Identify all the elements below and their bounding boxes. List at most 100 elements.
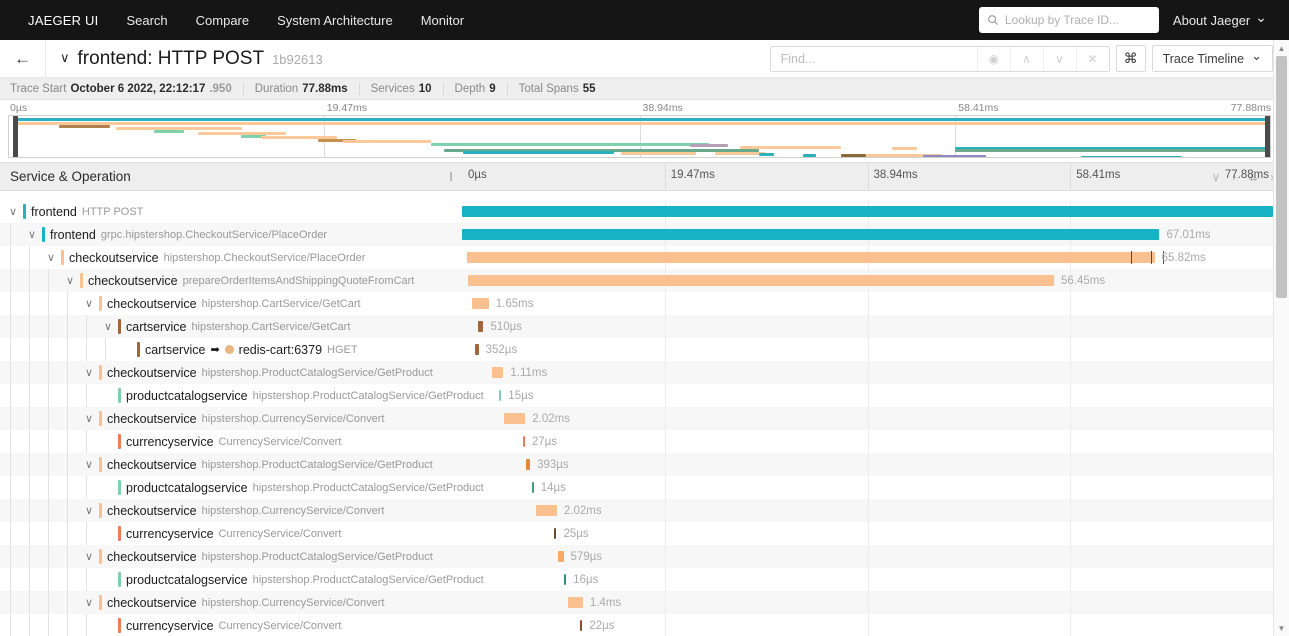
span-row-label-cell[interactable]: ∨ checkoutservice hipstershop.CurrencyServ…: [0, 591, 462, 614]
span-row[interactable]: ∨ checkoutservice hipstershop.CurrencyServ…: [0, 407, 1289, 430]
span-expand-caret-icon[interactable]: ∨: [84, 505, 94, 517]
span-expand-caret-icon[interactable]: ∨: [84, 298, 94, 310]
span-row-label-cell[interactable]: ∨ checkoutservice hipstershop.CheckoutServ…: [0, 246, 462, 269]
span-row-timeline-cell[interactable]: 16µs: [462, 568, 1289, 591]
span-row[interactable]: ∨ checkoutservice hipstershop.ProductCatal…: [0, 545, 1289, 568]
nav-link-monitor[interactable]: Monitor: [420, 12, 465, 28]
chevron-down-icon[interactable]: ∨: [60, 49, 70, 65]
span-row-timeline-cell[interactable]: 27µs: [462, 430, 1289, 453]
span-row-label-cell[interactable]: ∨ checkoutservice prepareOrderItemsAndShip…: [0, 269, 462, 292]
scrollbar-thumb[interactable]: [1276, 56, 1287, 298]
span-row-timeline-cell[interactable]: 2.02ms: [462, 499, 1289, 522]
span-row-timeline-cell[interactable]: 15µs: [462, 384, 1289, 407]
span-duration-bar[interactable]: [522, 436, 525, 447]
span-row-timeline-cell[interactable]: 67.01ms: [462, 223, 1289, 246]
about-jaeger-menu[interactable]: About Jaeger ⌄: [1173, 9, 1275, 29]
minimap-canvas[interactable]: [8, 115, 1271, 158]
nav-link-compare[interactable]: Compare: [195, 12, 250, 28]
span-row-timeline-cell[interactable]: 56.45ms: [462, 269, 1289, 292]
span-row[interactable]: ∨ checkoutservice hipstershop.CartService/…: [0, 292, 1289, 315]
find-input-group[interactable]: Find... ◉ ∧ ∨ ✕: [769, 45, 1110, 72]
span-duration-bar[interactable]: [471, 298, 489, 309]
span-row-timeline-cell[interactable]: 1.65ms: [462, 292, 1289, 315]
column-resize-handle[interactable]: [447, 163, 454, 190]
span-row-label-cell[interactable]: cartservice ➡ redis-cart:6379 HGET: [0, 338, 462, 361]
span-duration-bar[interactable]: [535, 505, 557, 516]
span-row-label-cell[interactable]: ∨ checkoutservice hipstershop.ProductCatal…: [0, 361, 462, 384]
span-row-label-cell[interactable]: currencyservice CurrencyService/Convert: [0, 430, 462, 453]
prev-match-icon[interactable]: ∧: [1009, 46, 1043, 71]
span-row-label-cell[interactable]: ∨ checkoutservice hipstershop.CurrencyServ…: [0, 499, 462, 522]
span-duration-bar[interactable]: [580, 620, 583, 631]
span-row-label-cell[interactable]: ∨ checkoutservice hipstershop.CartService/…: [0, 292, 462, 315]
span-row-label-cell[interactable]: ∨ checkoutservice hipstershop.ProductCatal…: [0, 453, 462, 476]
span-expand-caret-icon[interactable]: ∨: [84, 597, 94, 609]
span-duration-bar[interactable]: [526, 459, 531, 470]
span-duration-bar[interactable]: [499, 390, 502, 401]
span-row[interactable]: ∨ cartservice hipstershop.CartService/GetC…: [0, 315, 1289, 338]
trace-id-lookup-input[interactable]: Lookup by Trace ID...: [978, 7, 1159, 33]
span-expand-caret-icon[interactable]: ∨: [65, 275, 75, 287]
span-duration-bar[interactable]: [466, 251, 1165, 264]
collapse-one-icon[interactable]: ∨: [1211, 169, 1221, 184]
span-row-timeline-cell[interactable]: 65.82ms: [462, 246, 1289, 269]
span-row[interactable]: ∨ checkoutservice hipstershop.CurrencyServ…: [0, 591, 1289, 614]
span-row[interactable]: ∨ checkoutservice hipstershop.ProductCatal…: [0, 361, 1289, 384]
span-duration-bar[interactable]: [568, 597, 583, 608]
span-duration-bar[interactable]: [474, 344, 479, 355]
clear-search-icon[interactable]: ✕: [1075, 46, 1109, 71]
span-row[interactable]: ∨ checkoutservice prepareOrderItemsAndShip…: [0, 269, 1289, 292]
span-row-timeline-cell[interactable]: 510µs: [462, 315, 1289, 338]
span-row[interactable]: currencyservice CurrencyService/Convert 22…: [0, 614, 1289, 636]
span-duration-bar[interactable]: [564, 574, 567, 585]
span-duration-bar[interactable]: [557, 551, 564, 562]
span-row-timeline-cell[interactable]: 1.11ms: [462, 361, 1289, 384]
span-expand-caret-icon[interactable]: ∨: [84, 551, 94, 563]
span-duration-bar[interactable]: [462, 229, 1160, 240]
span-row[interactable]: ∨ checkoutservice hipstershop.ProductCatal…: [0, 453, 1289, 476]
span-row[interactable]: ∨ checkoutservice hipstershop.CurrencyServ…: [0, 499, 1289, 522]
span-duration-bar[interactable]: [504, 413, 526, 424]
find-input[interactable]: Find...: [780, 51, 816, 66]
jaeger-brand-link[interactable]: JAEGER UI: [28, 12, 99, 28]
nav-link-search[interactable]: Search: [126, 12, 168, 28]
span-row[interactable]: ∨ frontend grpc.hipstershop.CheckoutServic…: [0, 223, 1289, 246]
span-expand-caret-icon[interactable]: ∨: [46, 252, 56, 264]
span-row[interactable]: ∨ checkoutservice hipstershop.CheckoutServ…: [0, 246, 1289, 269]
span-row-timeline-cell[interactable]: 1.4ms: [462, 591, 1289, 614]
span-duration-bar[interactable]: [554, 528, 557, 539]
focus-match-icon[interactable]: ◉: [976, 46, 1010, 71]
span-row[interactable]: currencyservice CurrencyService/Convert 25…: [0, 522, 1289, 545]
span-duration-bar[interactable]: [462, 206, 1273, 217]
span-row-timeline-cell[interactable]: 352µs: [462, 338, 1289, 361]
span-expand-caret-icon[interactable]: ∨: [84, 459, 94, 471]
span-expand-caret-icon[interactable]: ∨: [84, 367, 94, 379]
keyboard-shortcuts-button[interactable]: ⌘: [1115, 45, 1146, 72]
span-row[interactable]: productcatalogservice hipstershop.Product…: [0, 568, 1289, 591]
span-row-label-cell[interactable]: ∨ frontend HTTP POST: [0, 200, 462, 223]
span-row-label-cell[interactable]: ∨ checkoutservice hipstershop.CurrencyServ…: [0, 407, 462, 430]
span-duration-bar[interactable]: [467, 275, 1055, 286]
span-row[interactable]: productcatalogservice hipstershop.Product…: [0, 384, 1289, 407]
scroll-up-arrow-icon[interactable]: ▲: [1277, 43, 1286, 53]
vertical-scrollbar[interactable]: ▲ ▼: [1273, 40, 1289, 636]
back-button[interactable]: ←: [0, 39, 46, 78]
span-row-timeline-cell[interactable]: 2.02ms: [462, 407, 1289, 430]
scroll-down-arrow-icon[interactable]: ▼: [1277, 623, 1286, 633]
collapse-all-icon[interactable]: ⇊: [1248, 169, 1259, 184]
span-row-label-cell[interactable]: productcatalogservice hipstershop.Product…: [0, 568, 484, 591]
span-row[interactable]: ∨ frontend HTTP POST: [0, 200, 1289, 223]
span-duration-bar[interactable]: [478, 321, 484, 332]
span-row-timeline-cell[interactable]: 393µs: [462, 453, 1289, 476]
nav-link-system-architecture[interactable]: System Architecture: [277, 12, 393, 28]
expand-one-icon[interactable]: ›: [1232, 169, 1237, 184]
span-row-label-cell[interactable]: currencyservice CurrencyService/Convert: [0, 522, 462, 545]
span-row-timeline-cell[interactable]: 25µs: [462, 522, 1289, 545]
span-row-label-cell[interactable]: productcatalogservice hipstershop.Product…: [0, 476, 484, 499]
minimap-left-drag-handle[interactable]: [12, 116, 18, 157]
next-match-icon[interactable]: ∨: [1042, 46, 1076, 71]
span-row[interactable]: currencyservice CurrencyService/Convert 27…: [0, 430, 1289, 453]
span-expand-caret-icon[interactable]: ∨: [27, 229, 37, 241]
span-expand-caret-icon[interactable]: ∨: [103, 321, 113, 333]
minimap-right-drag-handle[interactable]: [1265, 116, 1270, 157]
